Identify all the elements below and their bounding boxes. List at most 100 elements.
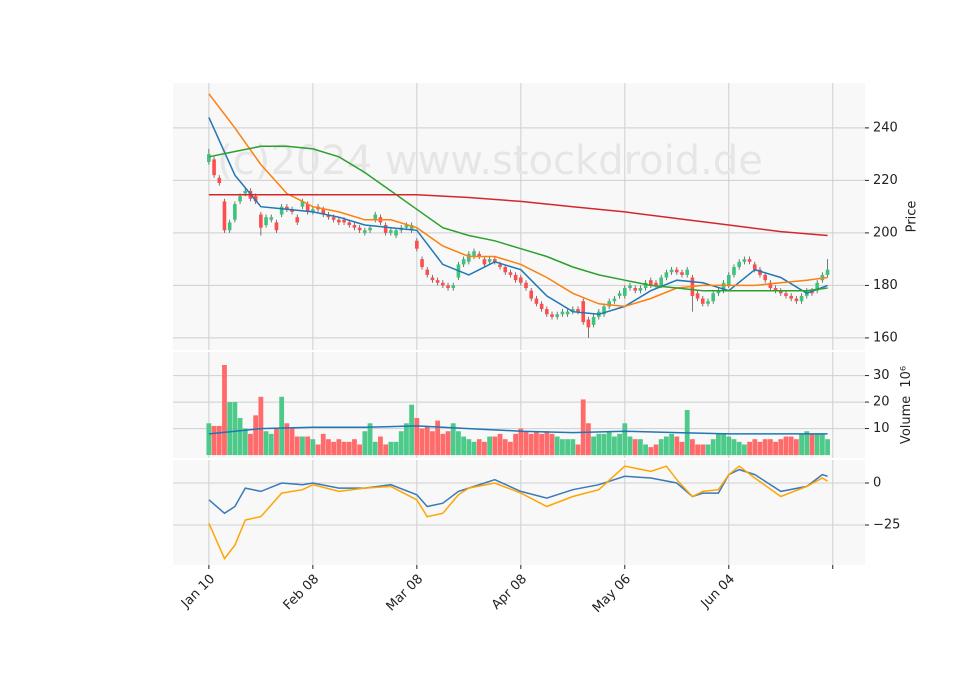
volume-bar (216, 425, 222, 456)
candle-body (617, 293, 622, 296)
volume-bar (658, 439, 664, 456)
candle-body (758, 269, 762, 275)
volume-bar (554, 436, 560, 456)
candle-body (576, 309, 580, 312)
volume-bar (741, 444, 747, 456)
candle-body (503, 267, 508, 273)
candle-body (529, 290, 534, 299)
volume-bar (476, 439, 482, 456)
candle-body (264, 217, 268, 226)
volume-bar (211, 425, 217, 456)
candle-body (669, 269, 674, 273)
volume-bar (627, 436, 633, 456)
candle-body (451, 285, 456, 289)
candle-body (680, 272, 684, 275)
candle-body (659, 277, 663, 286)
candle-body (825, 269, 830, 275)
y-tick-label: 180 (873, 278, 898, 293)
candle-body (784, 293, 788, 296)
candle-body (565, 311, 570, 315)
candle-body (623, 288, 627, 296)
volume-bar (518, 428, 524, 456)
volume-bar (435, 420, 441, 456)
candle-body (253, 196, 258, 202)
volume-bar (492, 436, 498, 456)
candle-body (259, 214, 263, 228)
candle-body (441, 282, 445, 286)
volume-bar (367, 423, 373, 456)
volume-bar (689, 439, 695, 456)
volume-bar (679, 441, 685, 456)
volume-bar (757, 441, 763, 456)
candle-body (337, 219, 341, 223)
volume-bar (648, 447, 654, 456)
volume-bar (528, 433, 534, 456)
volume-bar (502, 439, 508, 456)
candle-body (648, 280, 653, 286)
volume-bar (315, 444, 321, 456)
volume-bar (450, 423, 456, 456)
volume-bar (809, 433, 815, 456)
y-axis-label: Volume 10⁶ (899, 366, 914, 444)
candle-body (581, 301, 586, 323)
volume-bar (726, 436, 732, 456)
candle-body (290, 209, 294, 212)
y-tick-label: 160 (873, 330, 898, 345)
candle-body (794, 298, 799, 302)
volume-bar (268, 433, 274, 456)
y-tick-label: 240 (873, 120, 898, 135)
volume-bar (279, 396, 285, 456)
candle-body (711, 293, 715, 302)
volume-bar (544, 431, 550, 456)
volume-bar (695, 444, 700, 456)
volume-bar (206, 423, 212, 456)
candle-body (467, 253, 471, 262)
volume-bar (378, 436, 383, 456)
volume-bar (586, 423, 591, 456)
volume-bar (237, 417, 243, 456)
candle-body (763, 274, 767, 281)
y-axis-label-exponent: 10⁶ (899, 366, 914, 388)
volume-bar (232, 402, 238, 456)
volume-bar (591, 436, 597, 456)
candle-body (612, 298, 617, 302)
volume-bar (294, 436, 300, 456)
candle-body (778, 290, 783, 294)
volume-bar (466, 439, 472, 456)
candle-body (716, 290, 721, 294)
candle-body (238, 196, 242, 202)
volume-bar (663, 436, 669, 456)
volume-bar (253, 415, 259, 456)
candle-body (773, 288, 778, 291)
candle-body (513, 274, 518, 281)
volume-bar (819, 433, 825, 456)
candle-body (633, 288, 637, 291)
volume-bar (669, 433, 674, 456)
volume-bar (575, 444, 581, 456)
candle-body (524, 282, 528, 289)
volume-bar (388, 441, 394, 456)
volume-bar (570, 439, 576, 456)
candle-body (311, 209, 315, 212)
volume-bar (497, 433, 503, 456)
volume-bar (430, 431, 435, 456)
volume-bar (393, 441, 399, 456)
volume-bar (788, 436, 794, 456)
line (208, 468, 828, 515)
volume-bar (487, 436, 493, 456)
candle-body (435, 280, 440, 283)
candle-body (747, 259, 752, 262)
candle-body (550, 314, 554, 317)
candle-body (394, 230, 398, 236)
candle-body (331, 217, 336, 220)
volume-bar (710, 439, 716, 456)
volume-bar (222, 364, 227, 456)
candle-body (768, 282, 773, 289)
y-tick-label: 10 (873, 421, 890, 436)
volume-bar (482, 441, 487, 456)
volume-bar (352, 439, 357, 456)
volume-bar (414, 417, 420, 456)
volume-bar (289, 428, 295, 456)
y-tick-label: 30 (873, 368, 890, 383)
